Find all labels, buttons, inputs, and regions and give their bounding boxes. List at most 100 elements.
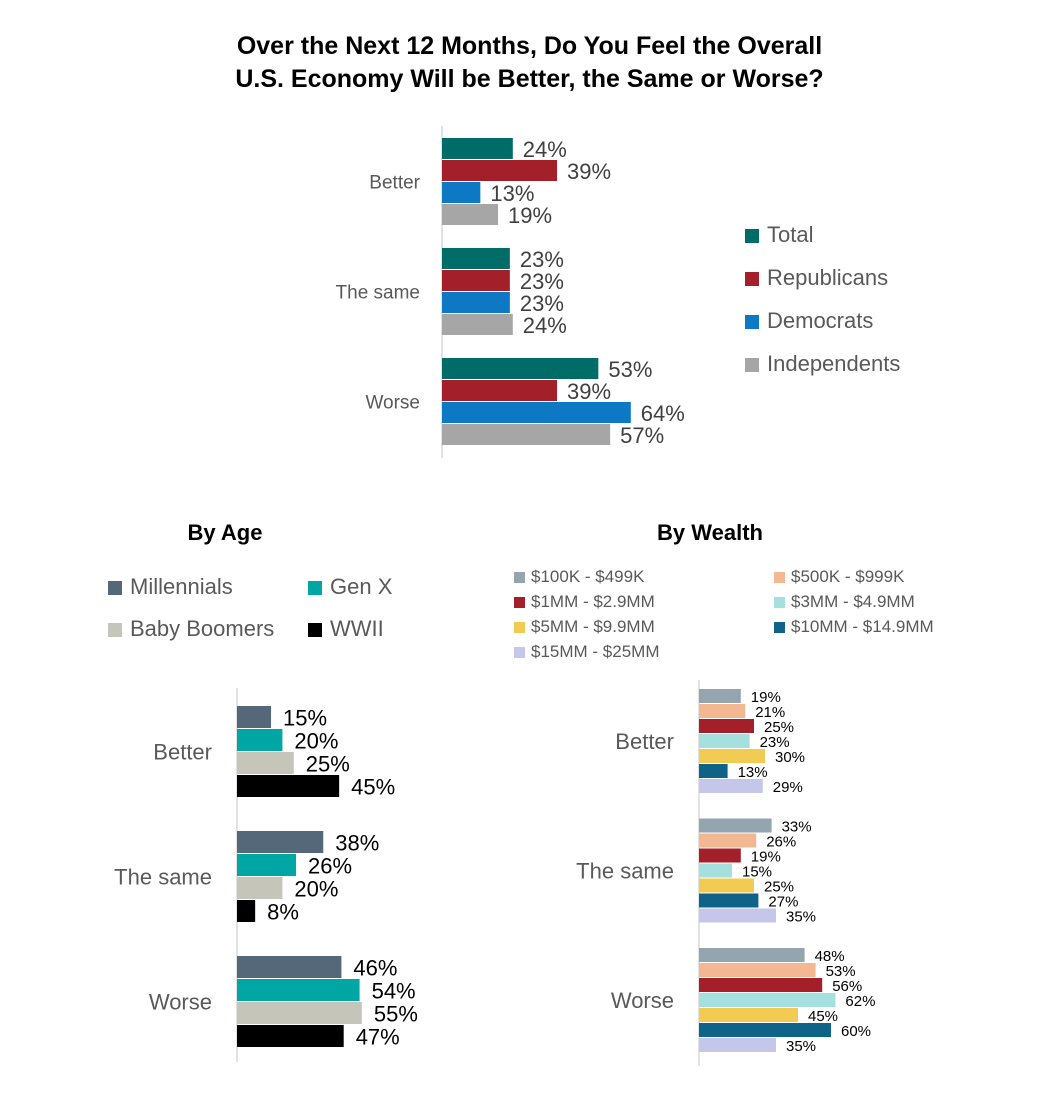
wealth-data-label: 25% — [764, 878, 794, 895]
age-bar-wwii-the-same — [237, 900, 256, 922]
wealth-data-label: 21% — [755, 704, 785, 721]
wealth-legend-swatch — [514, 572, 525, 584]
age-data-label: 47% — [356, 1024, 400, 1049]
age-data-label: 20% — [294, 728, 338, 753]
wealth-bar-500k-999k-the-same — [699, 833, 757, 848]
age-legend-swatch — [308, 581, 322, 596]
age-legend-swatch — [308, 623, 322, 638]
wealth-data-label: 27% — [768, 893, 798, 910]
wealth-legend-swatch — [514, 597, 525, 609]
party-data-label: 23% — [520, 269, 564, 294]
wealth-legend-item-1mm-2-9mm: $1MM - $2.9MM — [514, 592, 655, 612]
age-data-label: 54% — [372, 978, 416, 1003]
wealth-bar-100k-499k-the-same — [699, 818, 772, 833]
wealth-legend-swatch — [774, 622, 785, 634]
age-category-label: Worse — [149, 990, 212, 1015]
party-legend-swatch — [745, 315, 759, 330]
party-data-label: 64% — [641, 401, 685, 426]
age-legend-item-millennials: Millennials — [108, 574, 233, 600]
age-chart-title: By Age — [187, 520, 263, 545]
age-category-label: The same — [114, 865, 212, 890]
party-legend-swatch — [745, 272, 759, 287]
chart-title: Over the Next 12 Months, Do You Feel the… — [0, 30, 1059, 96]
age-legend-label: Baby Boomers — [130, 616, 275, 641]
age-legend-label: Gen X — [330, 574, 393, 599]
wealth-data-label: 60% — [841, 1023, 871, 1040]
age-legend-item-wwii: WWII — [308, 616, 384, 642]
age-bar-baby-boomers-worse — [237, 1002, 362, 1024]
party-data-label: 57% — [620, 423, 664, 448]
wealth-bar-1mm-2-9mm-better — [699, 719, 754, 733]
age-bar-millennials-the-same — [237, 831, 324, 853]
party-legend-label: Independents — [767, 351, 901, 376]
wealth-bar-3mm-4-9mm-better — [699, 734, 750, 748]
wealth-legend-item-5mm-9-9mm: $5MM - $9.9MM — [514, 617, 655, 637]
wealth-bar-100k-499k-better — [699, 689, 741, 703]
wealth-data-label: 35% — [786, 908, 816, 925]
wealth-data-label: 48% — [815, 948, 845, 965]
party-bar-total-the-same — [442, 248, 510, 269]
wealth-bar-15mm-25mm-the-same — [699, 908, 776, 923]
age-data-label: 26% — [308, 853, 352, 878]
wealth-bar-500k-999k-worse — [699, 963, 816, 977]
party-bar-independents-the-same — [442, 314, 513, 335]
party-bar-independents-worse — [442, 424, 611, 445]
wealth-data-label: 30% — [775, 749, 805, 766]
wealth-data-label: 35% — [786, 1038, 816, 1055]
wealth-bar-100k-499k-worse — [699, 948, 805, 962]
wealth-data-label: 26% — [766, 833, 796, 850]
wealth-legend-label: $10MM - $14.9MM — [791, 617, 934, 636]
age-bar-gen-x-worse — [237, 979, 360, 1001]
wealth-bar-5mm-9-9mm-worse — [699, 1008, 798, 1022]
age-legend-swatch — [108, 581, 122, 596]
party-data-label: 13% — [490, 181, 534, 206]
wealth-bar-15mm-25mm-worse — [699, 1038, 776, 1052]
wealth-data-label: 25% — [764, 719, 794, 736]
party-data-label: 53% — [608, 357, 652, 382]
age-bar-millennials-worse — [237, 956, 342, 978]
party-bar-total-worse — [442, 358, 599, 379]
wealth-legend-label: $15MM - $25MM — [531, 642, 660, 661]
wealth-legend-swatch — [774, 597, 785, 609]
party-bar-democrats-worse — [442, 402, 631, 423]
age-legend-label: WWII — [330, 616, 384, 641]
age-bar-gen-x-the-same — [237, 854, 297, 876]
age-data-label: 38% — [335, 830, 379, 855]
party-data-label: 23% — [520, 291, 564, 316]
wealth-legend-swatch — [774, 572, 785, 584]
wealth-bar-1mm-2-9mm-worse — [699, 978, 823, 992]
age-data-label: 8% — [267, 899, 299, 924]
age-data-label: 55% — [374, 1001, 418, 1026]
wealth-bar-500k-999k-better — [699, 704, 746, 718]
wealth-category-label: The same — [576, 859, 674, 884]
wealth-data-label: 23% — [760, 734, 790, 751]
wealth-bar-10mm-14-9mm-the-same — [699, 893, 759, 908]
party-legend-swatch — [745, 358, 759, 373]
wealth-data-label: 62% — [845, 993, 875, 1010]
party-legend-label: Total — [767, 222, 814, 247]
party-bar-republicans-better — [442, 160, 558, 181]
wealth-legend-item-10mm-14-9mm: $10MM - $14.9MM — [774, 617, 934, 637]
party-data-label: 39% — [567, 379, 611, 404]
age-data-label: 25% — [306, 751, 350, 776]
party-data-label: 39% — [567, 159, 611, 184]
wealth-legend-item-500k-999k: $500K - $999K — [774, 567, 904, 587]
chart-title-line-1: Over the Next 12 Months, Do You Feel the… — [236, 32, 823, 60]
party-bar-democrats-the-same — [442, 292, 510, 313]
age-category-label: Better — [153, 740, 212, 765]
wealth-bar-1mm-2-9mm-the-same — [699, 848, 741, 863]
party-data-label: 24% — [523, 313, 567, 338]
wealth-data-label: 13% — [738, 764, 768, 781]
wealth-data-label: 53% — [826, 963, 856, 980]
party-legend-item-independents: Independents — [745, 351, 900, 377]
party-data-label: 19% — [508, 203, 552, 228]
age-legend-item-gen-x: Gen X — [308, 574, 392, 600]
party-category-label: Worse — [365, 393, 420, 414]
wealth-chart-title: By Wealth — [657, 520, 763, 545]
wealth-data-label: 15% — [742, 863, 772, 880]
age-bar-millennials-better — [237, 706, 272, 728]
wealth-bar-3mm-4-9mm-worse — [699, 993, 836, 1007]
party-bar-independents-better — [442, 204, 499, 225]
